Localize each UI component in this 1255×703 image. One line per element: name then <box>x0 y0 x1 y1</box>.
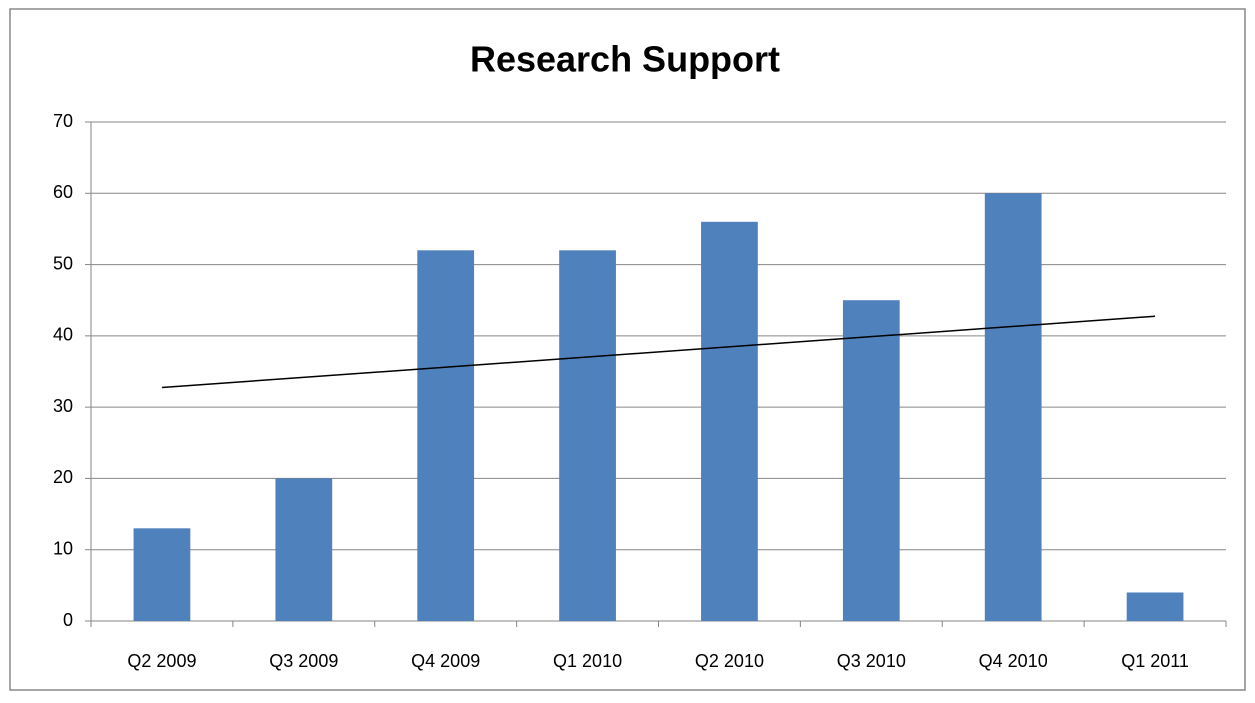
x-tick-label: Q3 2009 <box>269 651 338 671</box>
y-tick-label: 60 <box>53 182 73 202</box>
y-tick-label: 30 <box>53 396 73 416</box>
bar <box>984 193 1042 622</box>
chart-border <box>9 8 1246 691</box>
y-tick-label: 40 <box>53 325 73 345</box>
bar <box>842 300 900 621</box>
y-tick-label: 70 <box>53 111 73 131</box>
x-tick-label: Q2 2010 <box>695 651 764 671</box>
x-tick-label: Q2 2009 <box>127 651 196 671</box>
y-tick-label: 10 <box>53 538 73 558</box>
x-tick-label: Q4 2009 <box>411 651 480 671</box>
x-tick-label: Q1 2011 <box>1121 651 1189 671</box>
chart-title: Research Support <box>470 39 780 80</box>
bar <box>133 528 191 621</box>
y-tick-label: 50 <box>53 253 73 273</box>
trendline <box>161 315 1156 389</box>
y-tick-label: 0 <box>63 610 73 630</box>
x-tick-label: Q1 2010 <box>553 651 622 671</box>
bar <box>275 478 333 621</box>
bar <box>559 250 616 622</box>
y-tick-label: 20 <box>53 467 73 487</box>
bar <box>1126 592 1184 621</box>
bar <box>417 250 475 622</box>
x-tick-label: Q4 2010 <box>979 651 1048 671</box>
x-tick-label: Q3 2010 <box>837 651 906 671</box>
bar <box>701 221 758 622</box>
